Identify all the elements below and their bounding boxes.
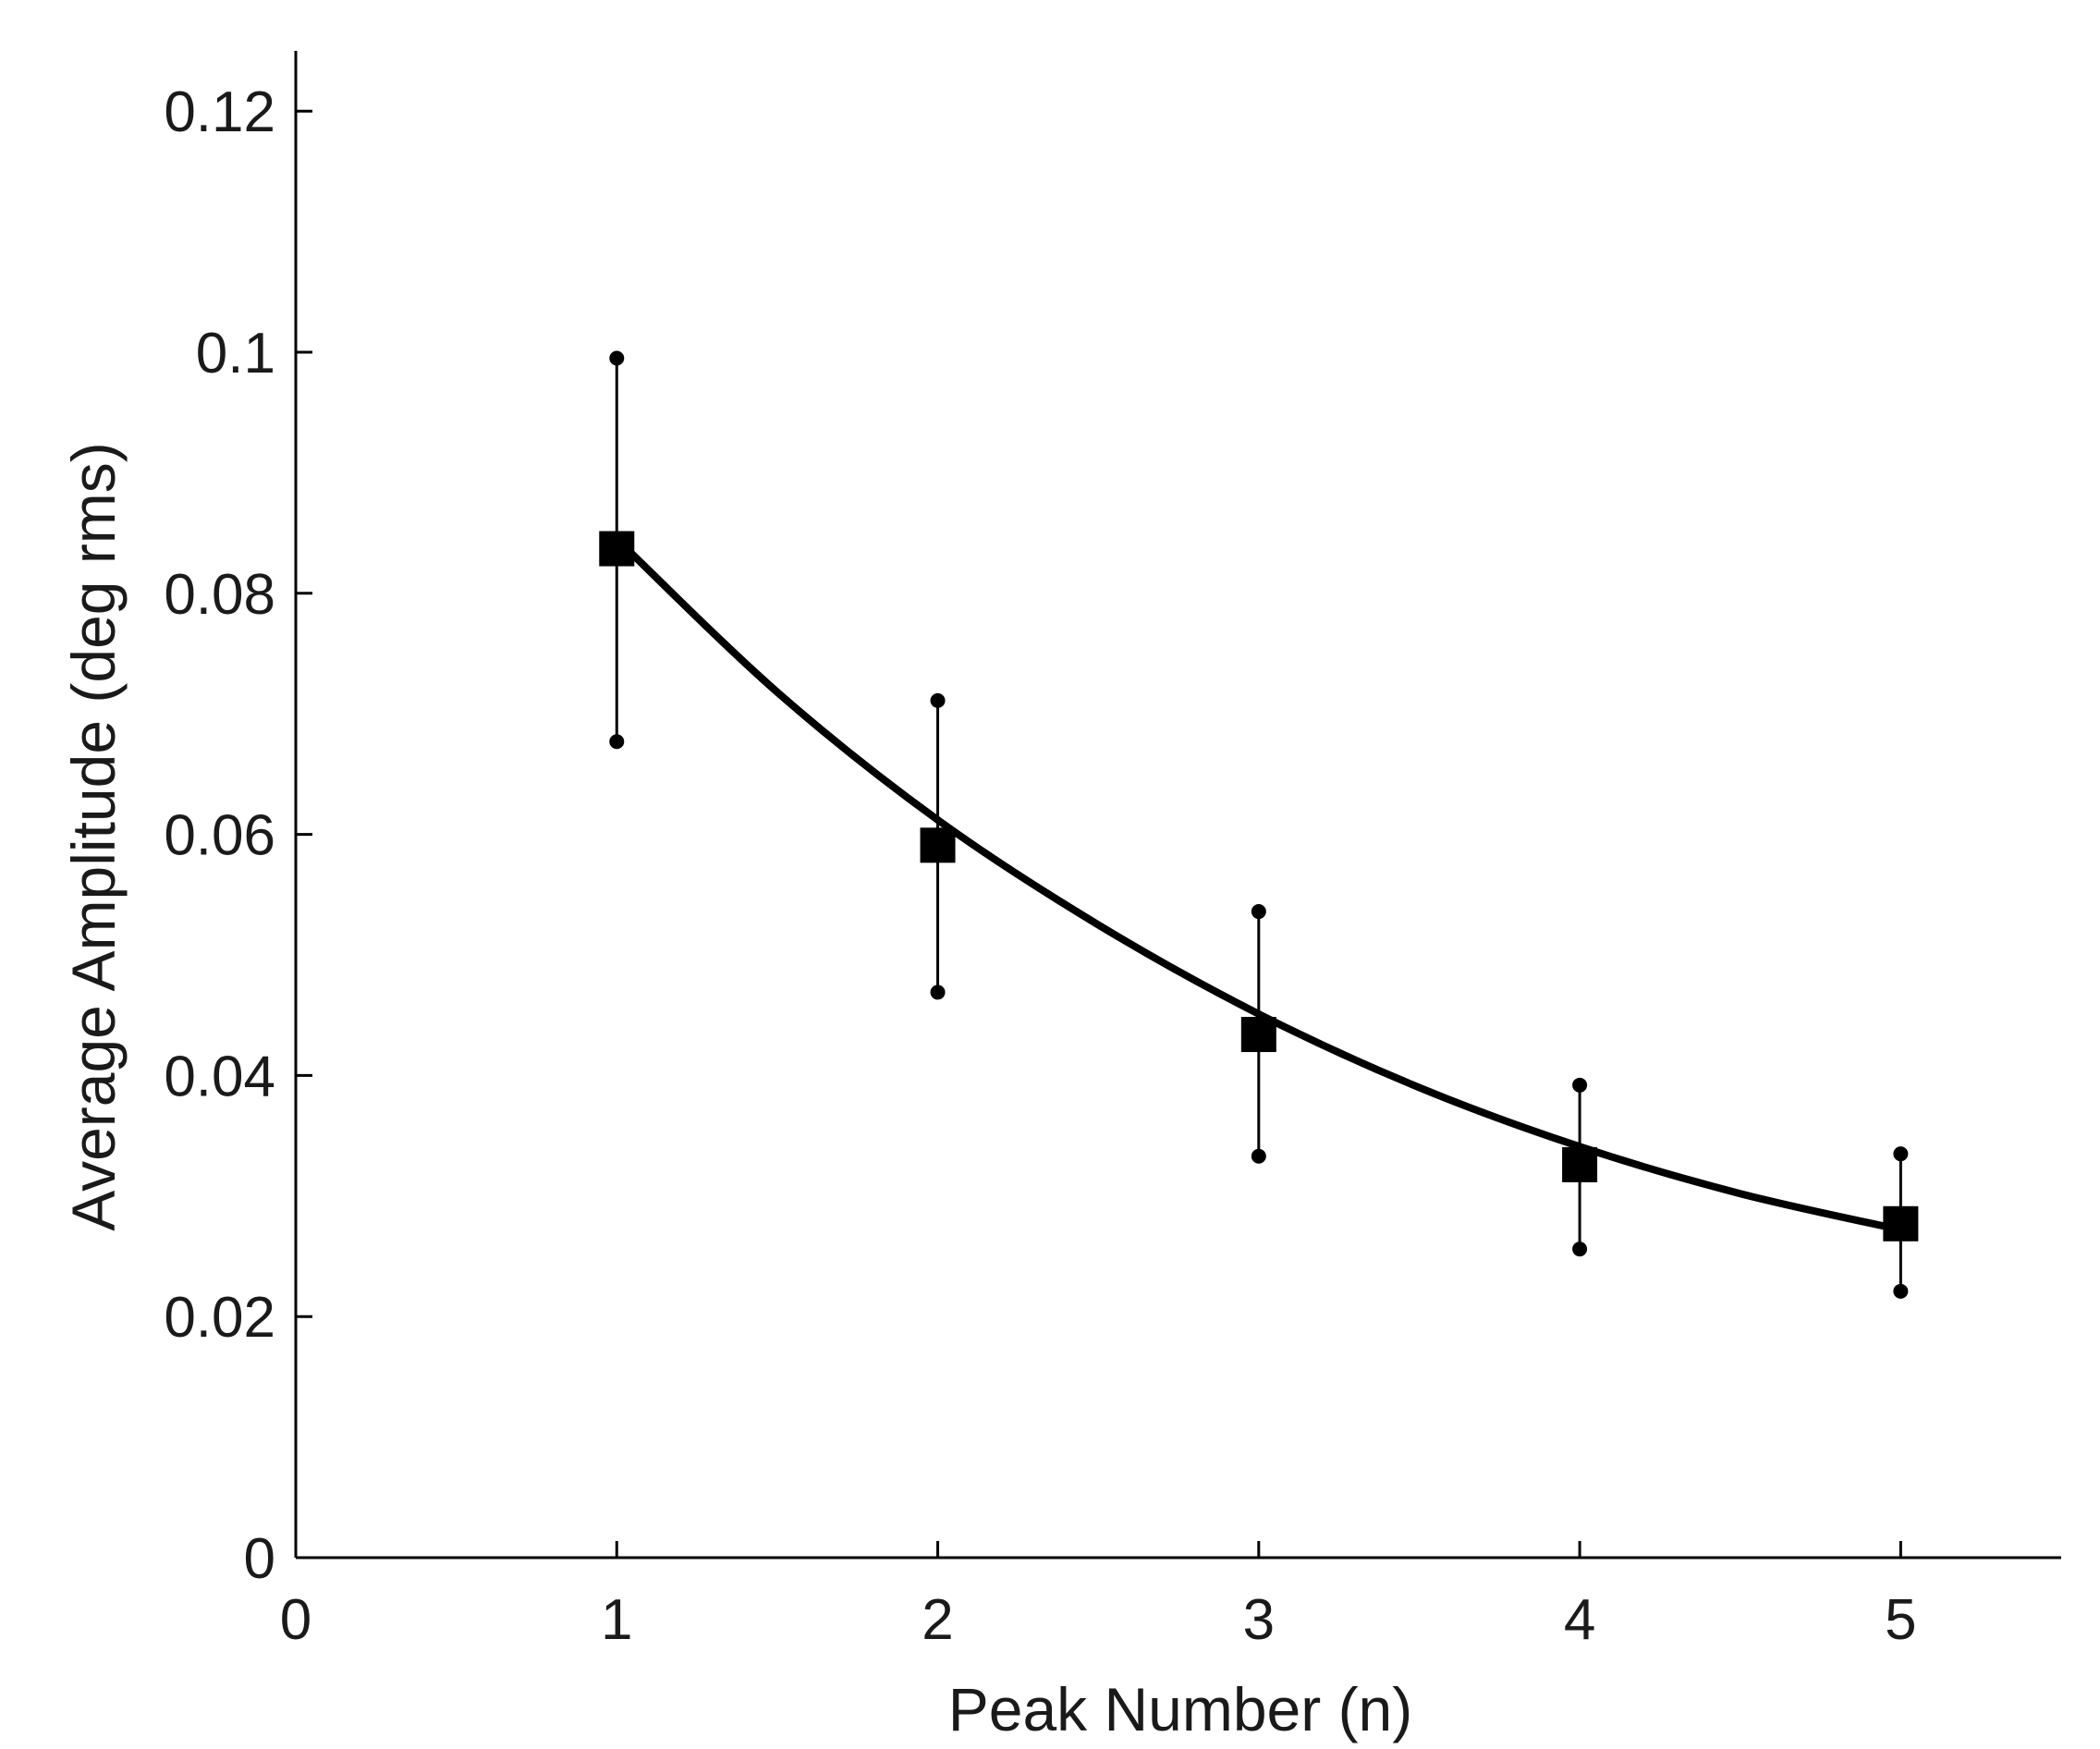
x-axis-ticks: 0 1 2 3 4 5 bbox=[280, 1541, 1917, 1652]
data-point-marker bbox=[1240, 1017, 1276, 1053]
y-axis-title: Average Amplitude (deg rms) bbox=[59, 442, 128, 1231]
error-bar-cap-bottom bbox=[1893, 1283, 1909, 1299]
data-point-marker bbox=[1562, 1146, 1598, 1182]
x-tick-label: 5 bbox=[1885, 1588, 1916, 1652]
error-bar-cap-top bbox=[1251, 904, 1266, 920]
y-axis-ticks: 0 0.02 0.04 0.06 0.08 0.1 0.12 bbox=[164, 80, 312, 1591]
fit-curve-layer bbox=[613, 535, 1905, 1234]
data-markers bbox=[599, 531, 1919, 1241]
x-tick-label: 4 bbox=[1564, 1588, 1595, 1652]
y-tick-label: 0.04 bbox=[164, 1045, 275, 1108]
x-tick-label: 0 bbox=[280, 1588, 311, 1652]
y-tick-label: 0.08 bbox=[164, 563, 275, 627]
error-bar-cap-bottom bbox=[1572, 1241, 1588, 1257]
error-bars bbox=[609, 350, 1909, 1299]
data-point-marker bbox=[1883, 1205, 1919, 1241]
y-tick-label: 0.1 bbox=[196, 322, 275, 385]
data-point-marker bbox=[599, 531, 635, 567]
x-tick-label: 2 bbox=[922, 1588, 953, 1652]
axes bbox=[294, 51, 2061, 1559]
error-bar-cap-bottom bbox=[609, 734, 625, 750]
x-tick-label: 1 bbox=[601, 1588, 632, 1652]
error-bar-cap-bottom bbox=[1251, 1148, 1266, 1164]
error-bar-cap-top bbox=[1572, 1077, 1588, 1093]
x-tick-label: 3 bbox=[1243, 1588, 1275, 1652]
y-tick-label: 0 bbox=[244, 1527, 275, 1591]
error-bar-cap-bottom bbox=[930, 985, 946, 1000]
y-tick-label: 0.06 bbox=[164, 804, 275, 868]
data-point-marker bbox=[920, 827, 956, 863]
error-bar-cap-top bbox=[609, 350, 625, 366]
fit-curve bbox=[613, 535, 1905, 1234]
error-bar-cap-top bbox=[930, 692, 946, 708]
x-axis-title: Peak Number (n) bbox=[948, 1675, 1413, 1743]
error-bar-cap-top bbox=[1893, 1146, 1909, 1162]
y-tick-label: 0.02 bbox=[164, 1286, 275, 1350]
y-tick-label: 0.12 bbox=[164, 80, 275, 144]
